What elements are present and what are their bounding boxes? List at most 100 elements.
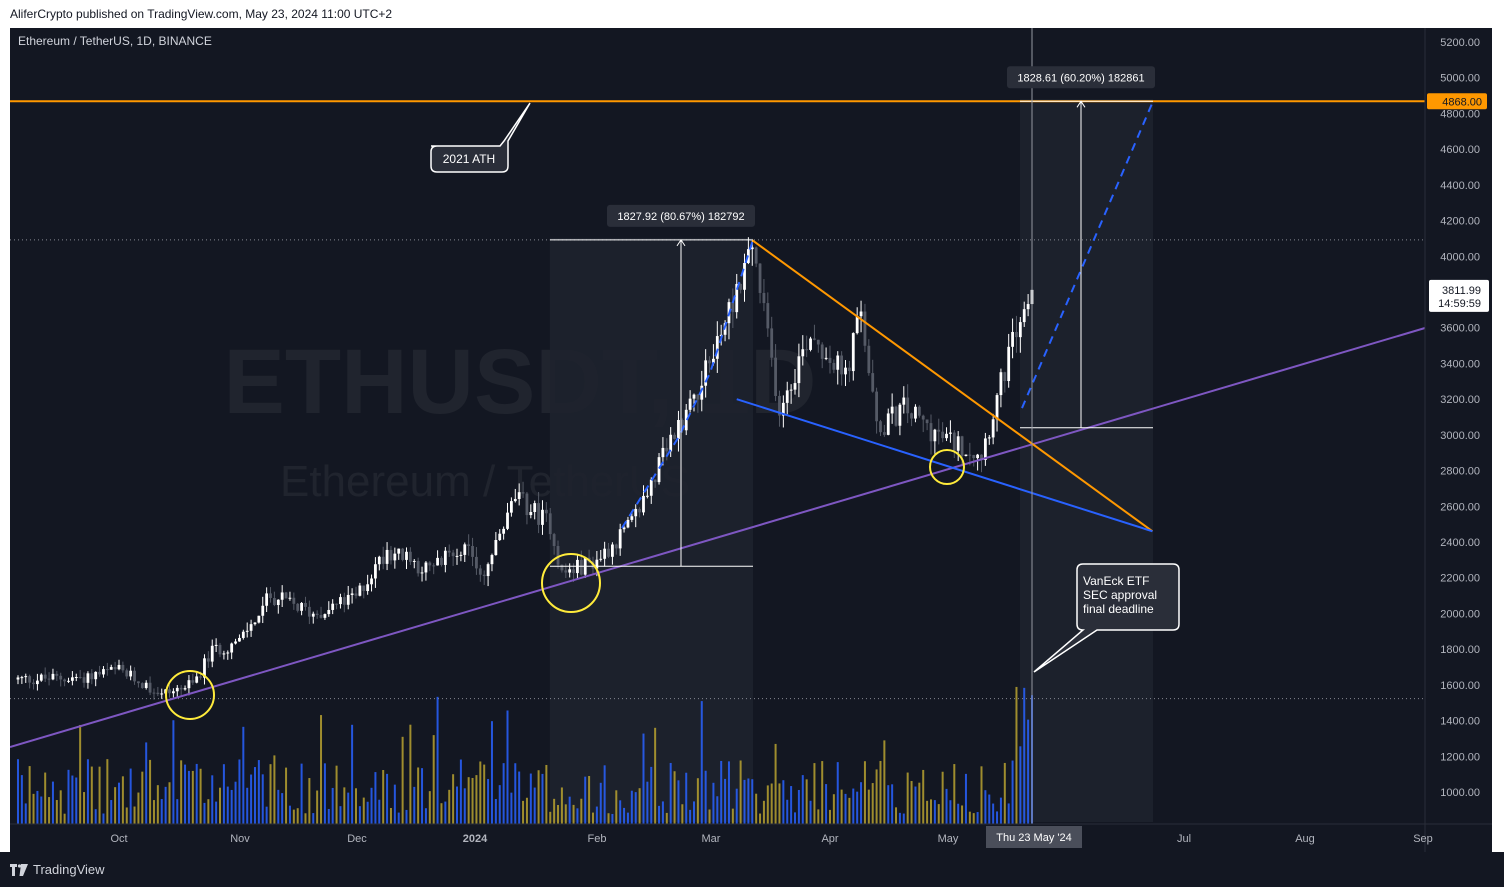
candle-body	[482, 574, 486, 577]
volume-bar	[957, 803, 960, 824]
candle-body	[778, 395, 781, 416]
ath-price-badge-text: 4868.00	[1442, 96, 1482, 108]
volume-bar	[844, 793, 847, 824]
volume-bar	[471, 777, 474, 824]
candle-body	[362, 585, 366, 592]
candle-body	[304, 602, 307, 607]
footer: TradingView	[0, 852, 1504, 887]
candle-body	[642, 495, 645, 513]
volume-bar	[553, 798, 556, 824]
candle-body	[311, 613, 315, 617]
candle-body	[828, 357, 832, 363]
ath-price-badge	[1427, 93, 1487, 110]
time-tick-label: Jul	[1177, 833, 1191, 845]
volume-bar	[207, 799, 210, 824]
volume-bar	[634, 792, 637, 824]
volume-bar	[1027, 719, 1030, 824]
volume-bar	[887, 785, 890, 824]
volume-bar	[984, 790, 987, 824]
candle-body	[937, 429, 941, 432]
vaneck-callout-box[interactable]	[1033, 563, 1180, 673]
candle-body	[739, 283, 743, 290]
candle-body	[653, 479, 657, 483]
candle-body	[770, 328, 774, 358]
volume-bar	[902, 813, 905, 824]
ath-callout-box[interactable]	[430, 102, 531, 173]
price-tick-label: 2200.00	[1440, 573, 1480, 585]
volume-bar	[417, 767, 420, 824]
tradingview-logo[interactable]: TradingView	[10, 862, 105, 877]
volume-bar	[273, 755, 276, 824]
candle-body	[1026, 304, 1030, 310]
candle-body	[599, 558, 603, 560]
highlight-circle[interactable]	[165, 670, 215, 720]
volume-bar	[285, 767, 288, 824]
volume-bar	[568, 796, 571, 824]
volume-bar	[168, 782, 171, 824]
volume-bar	[681, 804, 684, 824]
volume-bar	[401, 736, 404, 824]
candle-body	[269, 593, 272, 598]
volume-bar	[498, 785, 501, 824]
candle-body	[634, 508, 638, 517]
candle-body	[63, 679, 67, 682]
volume-bar	[234, 781, 237, 824]
volume-bar	[755, 793, 758, 824]
price-chart[interactable]: ETHUSDT, 1D Ethereum / TetherUS 1827.92 …	[10, 28, 1492, 852]
volume-bar	[996, 811, 999, 824]
volume-bar	[413, 786, 416, 824]
price-tick-label: 1600.00	[1440, 680, 1480, 692]
time-tick-label: May	[938, 833, 959, 845]
trendline-purple-support[interactable]	[10, 327, 1426, 748]
volume-bar	[642, 733, 645, 824]
volume-bar	[739, 760, 742, 824]
volume-bar	[937, 804, 940, 824]
trendline-orange-descending[interactable]	[751, 239, 1154, 533]
candle-body	[793, 383, 797, 390]
volume-bar	[976, 812, 979, 824]
symbol-legend[interactable]: Ethereum / TetherUS, 1D, BINANCE	[18, 34, 212, 48]
chart-panel[interactable]: ETHUSDT, 1D Ethereum / TetherUS 1827.92 …	[10, 28, 1492, 852]
time-tick-label: Dec	[347, 833, 367, 845]
candle-body	[366, 584, 370, 592]
candle-body	[754, 247, 758, 264]
volume-bar	[840, 789, 843, 824]
volume-bar	[393, 784, 396, 824]
highlight-circle[interactable]	[929, 449, 965, 485]
candle-body	[980, 454, 983, 460]
candle-body	[774, 357, 777, 396]
volume-bar	[929, 799, 932, 824]
candle-body	[183, 688, 187, 690]
volume-bar	[832, 794, 835, 824]
candle-body	[688, 398, 692, 410]
volume-bar	[281, 793, 284, 824]
candle-body	[914, 406, 917, 419]
volume-bar	[312, 813, 315, 824]
candle-body	[750, 247, 754, 250]
volume-bar	[378, 799, 381, 824]
volume-bars	[16, 686, 1033, 824]
volume-bar	[121, 776, 124, 824]
projection-dashed-past[interactable]	[621, 239, 754, 529]
candle-body	[797, 356, 801, 384]
candle-body	[921, 415, 925, 420]
volume-bar	[421, 768, 424, 824]
volume-bar	[1011, 760, 1014, 824]
candle-body	[898, 404, 902, 426]
volume-bar	[1023, 687, 1026, 824]
candle-body	[665, 447, 669, 452]
highlight-circle[interactable]	[541, 553, 601, 613]
candle-body	[568, 569, 572, 573]
volume-bar	[195, 763, 198, 824]
candle-body	[117, 664, 121, 670]
candle-body	[863, 311, 867, 346]
price-tick-label: 5000.00	[1440, 73, 1480, 85]
trendline-blue-lower[interactable]	[736, 398, 1153, 533]
volume-bar	[351, 724, 354, 824]
volume-bar	[164, 786, 167, 824]
candle-body	[129, 670, 133, 677]
candle-body	[125, 670, 129, 677]
measure-arrow	[676, 238, 686, 247]
candle-body	[214, 644, 218, 646]
candle-body	[195, 676, 199, 683]
